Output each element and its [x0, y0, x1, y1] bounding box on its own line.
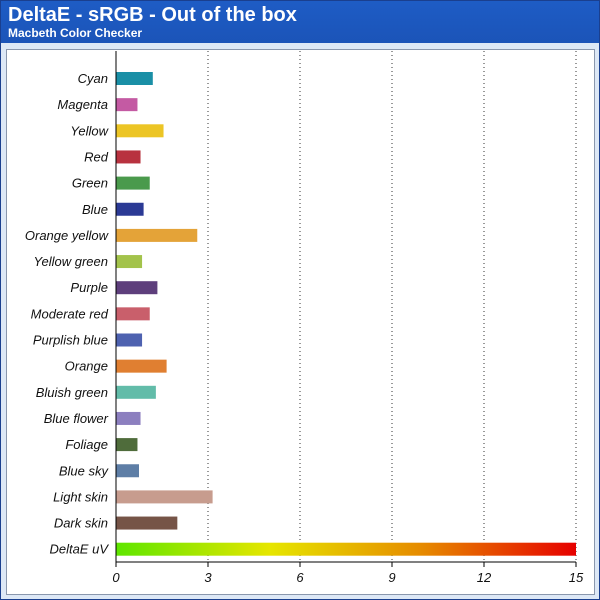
bar-purple — [116, 281, 158, 295]
bar-orange — [116, 359, 167, 373]
chart-subtitle: Macbeth Color Checker — [8, 26, 143, 40]
bar-light-skin — [116, 490, 213, 504]
bar-red — [116, 150, 141, 164]
category-label-blue-flower: Blue flower — [44, 411, 109, 426]
bar-deltae-uv — [116, 542, 576, 556]
category-label-light-skin: Light skin — [53, 489, 108, 504]
plot-area: Cyan Magenta Yellow Red Green Blue Orange yell… — [6, 49, 595, 595]
bar-cyan — [116, 72, 153, 85]
category-label-purplish-blue: Purplish blue — [33, 333, 108, 348]
category-label-yellow: Yellow — [70, 123, 109, 138]
category-label-bluish-green: Bluish green — [36, 385, 108, 400]
x-tick-label-6: 6 — [296, 570, 304, 585]
category-label-red: Red — [84, 149, 109, 164]
bar-foliage — [116, 438, 138, 452]
bar-green — [116, 176, 150, 190]
category-label-blue: Blue — [82, 202, 108, 217]
category-label-moderate-red: Moderate red — [31, 306, 109, 321]
bar-magenta — [116, 98, 138, 112]
bar-moderate-red — [116, 307, 150, 321]
x-tick-label-12: 12 — [477, 570, 492, 585]
bar-blue-sky — [116, 464, 139, 478]
category-label-orange-yellow: Orange yellow — [25, 228, 110, 243]
category-label-blue-sky: Blue sky — [59, 463, 110, 478]
category-label-dark-skin: Dark skin — [54, 516, 108, 531]
category-label-orange: Orange — [65, 359, 108, 374]
bar-yellow-green — [116, 255, 143, 269]
category-label-cyan: Cyan — [78, 71, 108, 86]
bar-blue — [116, 202, 144, 216]
x-tick-label-3: 3 — [204, 570, 212, 585]
chart-header: DeltaE - sRGB - Out of the box Macbeth C… — [1, 1, 599, 43]
x-tick-label-0: 0 — [112, 570, 120, 585]
category-label-deltae-uv: DeltaE uV — [49, 542, 109, 557]
bar-dark-skin — [116, 516, 178, 530]
category-label-green: Green — [72, 176, 108, 191]
category-label-foliage: Foliage — [65, 437, 108, 452]
bar-yellow — [116, 124, 164, 138]
category-label-yellow-green: Yellow green — [34, 254, 108, 269]
bar-chart: Cyan Magenta Yellow Red Green Blue Orange yell… — [25, 51, 584, 585]
bar-blue-flower — [116, 411, 141, 425]
bar-bluish-green — [116, 385, 156, 399]
bar-purplish-blue — [116, 333, 143, 347]
x-tick-label-15: 15 — [569, 570, 584, 585]
bar-orange-yellow — [116, 228, 198, 242]
chart-title: DeltaE - sRGB - Out of the box — [8, 4, 297, 26]
x-tick-label-9: 9 — [388, 570, 395, 585]
category-label-magenta: Magenta — [57, 97, 108, 112]
category-label-purple: Purple — [70, 280, 108, 295]
